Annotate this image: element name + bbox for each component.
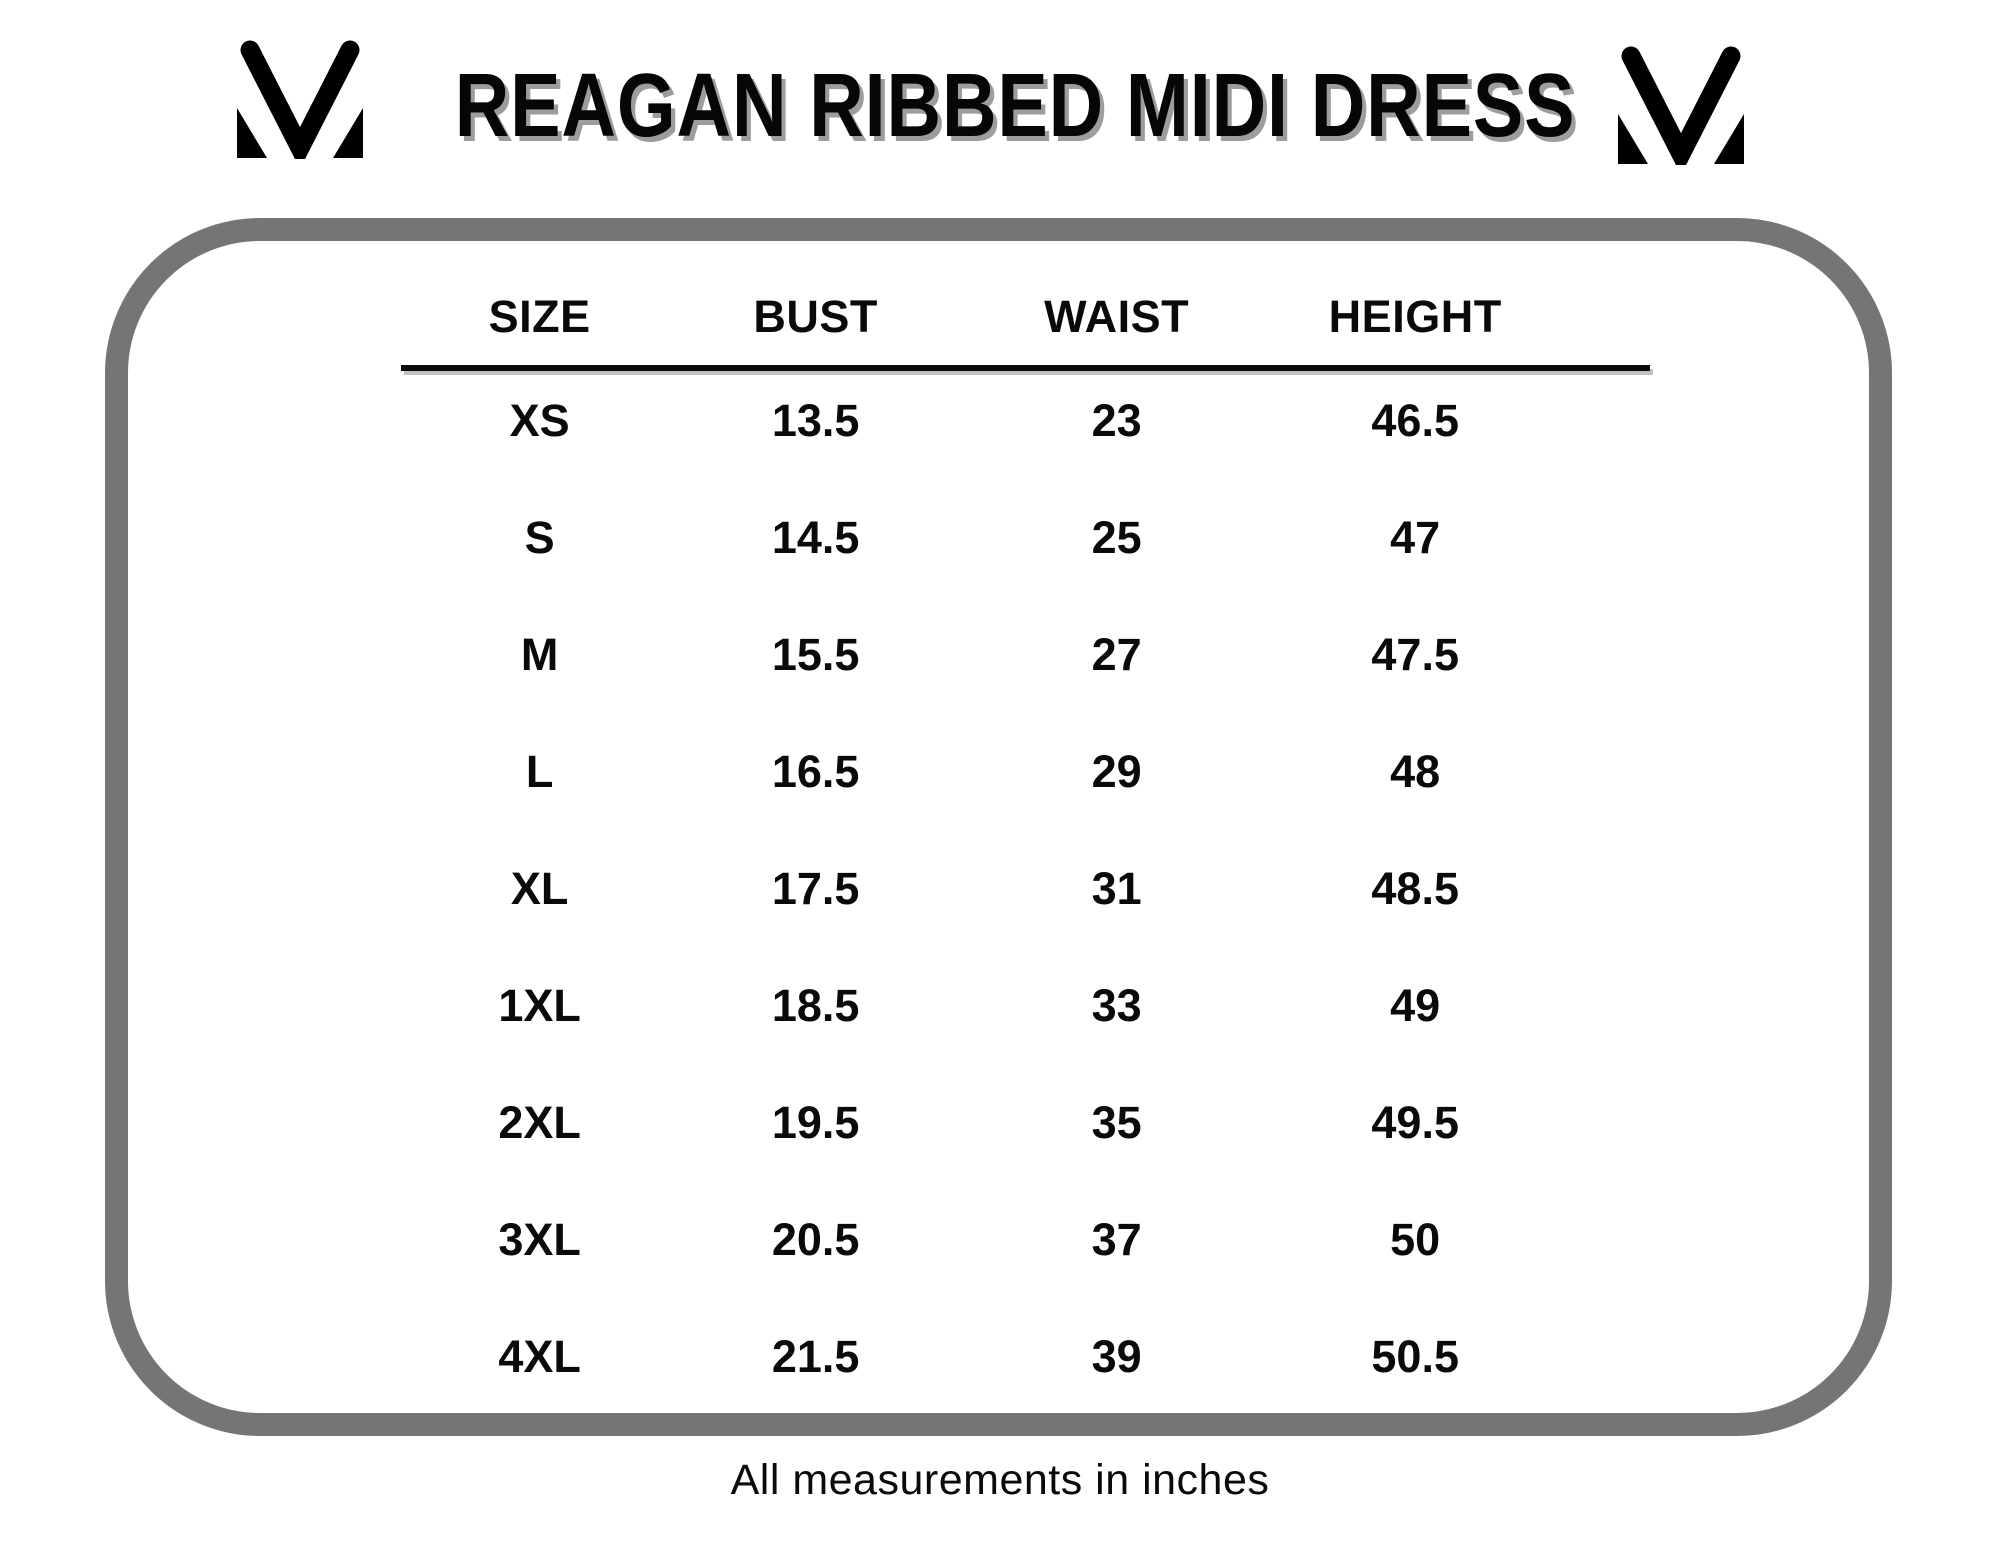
bust-cell: 17.5	[771, 863, 860, 914]
size-cell: XL	[510, 863, 569, 914]
bust-cell: 19.5	[771, 1097, 860, 1148]
waist-cell: 31	[1091, 863, 1142, 914]
table-header-row: SIZE BUST WAIST HEIGHT	[401, 289, 1650, 345]
waist-cell: 37	[1091, 1214, 1142, 1265]
bust-cell: 15.5	[771, 629, 860, 680]
table-row-s: S 14.5 25 47	[401, 510, 1650, 566]
size-cell: 3XL	[498, 1214, 581, 1265]
size-cell: 2XL	[498, 1097, 581, 1148]
size-chart-table: SIZE BUST WAIST HEIGHT XS 13.5 23 46.5 S 14.5 25 4…	[401, 0, 1650, 1545]
waist-cell: 23	[1091, 395, 1142, 446]
height-cell: 50	[1390, 1214, 1441, 1265]
size-cell: L	[525, 746, 554, 797]
bust-cell: 20.5	[771, 1214, 860, 1265]
size-chart-frame	[105, 218, 1892, 1436]
size-cell: 4XL	[498, 1331, 581, 1382]
brand-logo-right	[1618, 46, 1744, 175]
column-header-waist: WAIST	[1044, 291, 1190, 342]
size-cell: XS	[509, 395, 570, 446]
m-monogram-icon	[237, 40, 363, 169]
waist-cell: 33	[1091, 980, 1142, 1031]
size-cell: 1XL	[498, 980, 581, 1031]
brand-logo-left	[237, 40, 363, 169]
header-rule	[401, 365, 1650, 371]
height-cell: 47.5	[1371, 629, 1459, 680]
table-row-xl: XL 17.5 31 48.5	[401, 861, 1650, 917]
waist-cell: 29	[1091, 746, 1142, 797]
height-cell: 48.5	[1371, 863, 1459, 914]
column-header-size: SIZE	[488, 291, 591, 342]
height-cell: 49	[1390, 980, 1441, 1031]
bust-cell: 21.5	[771, 1331, 860, 1382]
waist-cell: 25	[1091, 512, 1142, 563]
table-row-4xl: 4XL 21.5 39 50.5	[401, 1329, 1650, 1385]
height-cell: 48	[1390, 746, 1441, 797]
bust-cell: 14.5	[771, 512, 860, 563]
height-cell: 49.5	[1371, 1097, 1459, 1148]
bust-cell: 13.5	[771, 395, 860, 446]
m-monogram-icon	[1618, 46, 1744, 175]
table-row-3xl: 3XL 20.5 37 50	[401, 1212, 1650, 1268]
table-row-1xl: 1XL 18.5 33 49	[401, 978, 1650, 1034]
waist-cell: 39	[1091, 1331, 1142, 1382]
size-cell: M	[520, 629, 559, 680]
column-header-height: HEIGHT	[1328, 291, 1502, 342]
bust-cell: 16.5	[771, 746, 860, 797]
height-cell: 47	[1390, 512, 1441, 563]
size-cell: S	[524, 512, 555, 563]
waist-cell: 35	[1091, 1097, 1142, 1148]
table-row-2xl: 2XL 19.5 35 49.5	[401, 1095, 1650, 1151]
column-header-bust: BUST	[753, 291, 878, 342]
table-row-l: L 16.5 29 48	[401, 744, 1650, 800]
height-cell: 50.5	[1371, 1331, 1459, 1382]
bust-cell: 18.5	[771, 980, 860, 1031]
page-title: REAGAN RIBBED MIDI DRESS	[405, 58, 1625, 154]
height-cell: 46.5	[1371, 395, 1459, 446]
table-row-m: M 15.5 27 47.5	[401, 627, 1650, 683]
measurement-note: All measurements in inches	[730, 1456, 1270, 1504]
table-row-xs: XS 13.5 23 46.5	[401, 393, 1650, 449]
page-title-text: REAGAN RIBBED MIDI DRESS	[454, 56, 1576, 156]
waist-cell: 27	[1091, 629, 1142, 680]
